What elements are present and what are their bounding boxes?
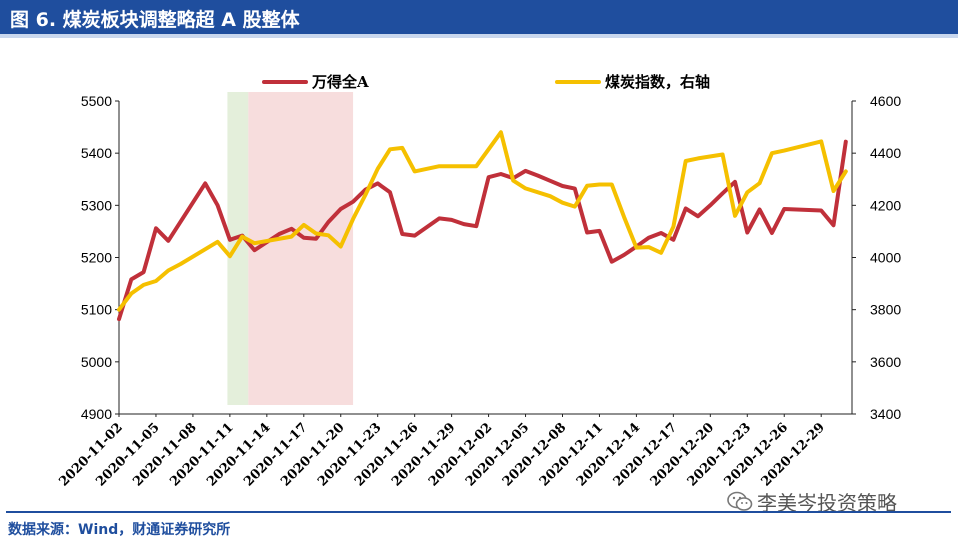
footer-divider (6, 511, 951, 513)
left-tick-label: 5000 (81, 354, 112, 370)
left-tick-label: 5100 (81, 302, 112, 318)
left-tick-label: 5400 (81, 145, 112, 161)
right-tick-label: 4600 (870, 93, 901, 109)
series-line-wind-a (117, 139, 848, 322)
title-accent-strip (0, 34, 958, 38)
right-tick-label: 4200 (870, 197, 901, 213)
x-tick-label: 2020-11-02 (56, 420, 125, 489)
right-tick-label: 4400 (870, 145, 901, 161)
legend-label-1: 万得全A (311, 73, 369, 91)
wechat-icon (727, 491, 753, 511)
right-tick-label: 3400 (870, 406, 901, 422)
shaded-region-1 (227, 92, 249, 405)
left-tick-label: 5500 (81, 93, 112, 109)
left-tick-label: 5200 (81, 250, 112, 266)
shaded-region-2 (248, 92, 354, 405)
left-tick-label: 4900 (81, 406, 112, 422)
right-tick-label: 3800 (870, 302, 901, 318)
series-line-coal-index (117, 130, 848, 312)
right-tick-label: 3600 (870, 354, 901, 370)
page-title: 图 6. 煤炭板块调整略超 A 股整体 (10, 9, 300, 31)
line-chart: 4900 5000 5100 5200 5300 5400 5500 3400 3600 3800… (56, 73, 901, 490)
title-bar: 图 6. 煤炭板块调整略超 A 股整体 (0, 0, 958, 34)
source-note: 数据来源：Wind，财通证券研究所 (8, 522, 231, 538)
left-tick-label: 5300 (81, 197, 112, 213)
right-tick-label: 4000 (870, 250, 901, 266)
legend-label-2: 煤炭指数，右轴 (605, 73, 710, 91)
